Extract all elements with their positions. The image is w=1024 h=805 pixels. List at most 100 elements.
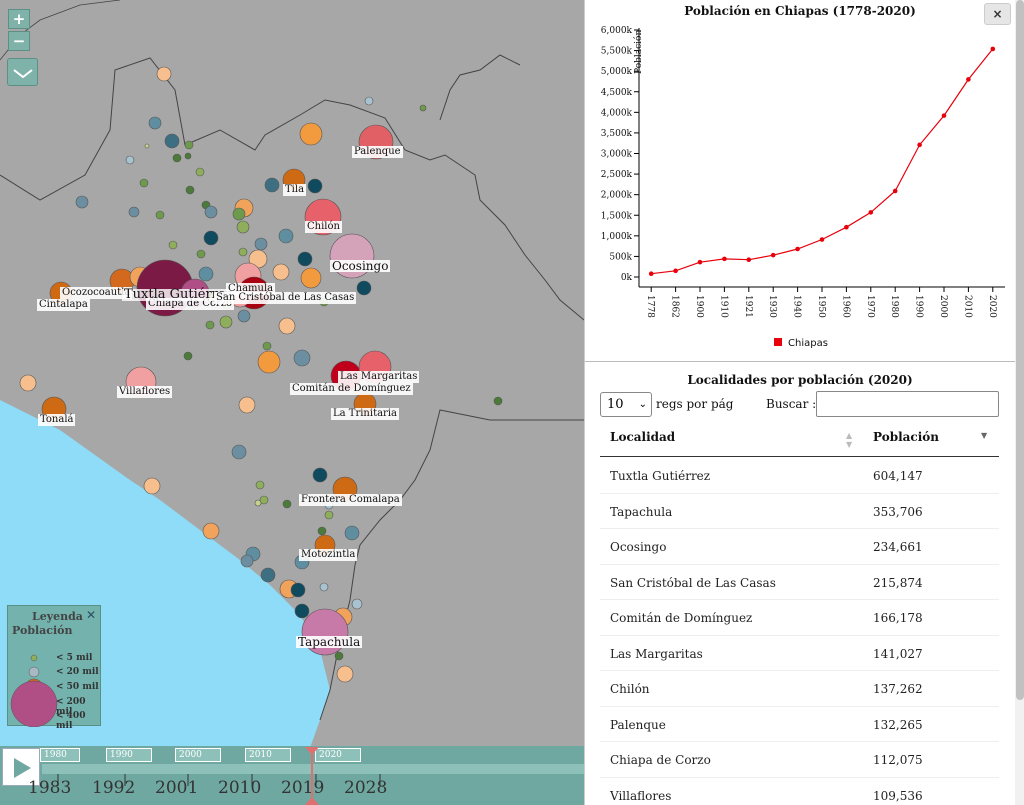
locality-marker[interactable] <box>231 444 247 460</box>
locality-marker[interactable] <box>183 351 193 361</box>
timeline-year: 1983 <box>28 778 72 798</box>
timeline-decade[interactable]: 2010 <box>245 748 291 762</box>
table-row[interactable]: Comitán de Domínguez 166,178 <box>600 600 999 636</box>
locality-marker[interactable] <box>272 263 290 281</box>
locality-marker[interactable] <box>202 522 220 540</box>
locality-marker[interactable] <box>172 153 182 163</box>
table-row[interactable]: Chilón 137,262 <box>600 671 999 707</box>
locality-marker[interactable] <box>419 104 427 112</box>
locality-marker[interactable] <box>290 582 306 598</box>
locality-marker[interactable] <box>184 140 194 150</box>
locality-marker[interactable] <box>128 206 140 218</box>
layers-toggle-button[interactable] <box>7 58 38 86</box>
locality-marker[interactable] <box>164 133 180 149</box>
locality-marker[interactable] <box>203 230 219 246</box>
locality-marker[interactable] <box>185 185 195 195</box>
locality-marker[interactable] <box>344 525 360 541</box>
timeline-decade[interactable]: 2020 <box>315 748 361 762</box>
map-view[interactable]: + − Palenque Tila Chilón Ocosingo Ocozoc… <box>0 0 584 805</box>
header-localidad[interactable]: Localidad <box>610 430 676 444</box>
locality-marker[interactable] <box>148 116 162 130</box>
locality-marker[interactable] <box>232 207 246 221</box>
locality-marker[interactable] <box>278 228 294 244</box>
locality-marker[interactable] <box>19 374 37 392</box>
locality-marker[interactable] <box>205 320 215 330</box>
locality-marker[interactable] <box>144 143 150 149</box>
locality-marker[interactable] <box>351 598 363 610</box>
locality-marker[interactable] <box>259 495 269 505</box>
locality-marker[interactable] <box>125 155 135 165</box>
sort-icon[interactable]: ▲ ▼ <box>846 431 853 449</box>
table-row[interactable]: Tuxtla Gutiérrez 604,147 <box>600 458 999 494</box>
locality-marker[interactable] <box>262 341 272 351</box>
table-row[interactable]: Las Margaritas 141,027 <box>600 636 999 671</box>
locality-marker[interactable] <box>278 317 296 335</box>
locality-marker[interactable] <box>255 480 265 490</box>
locality-marker[interactable] <box>264 177 280 193</box>
timeline-handle[interactable] <box>302 746 322 805</box>
locality-marker[interactable] <box>184 152 192 160</box>
locality-marker[interactable] <box>300 267 322 289</box>
play-button[interactable] <box>2 748 40 786</box>
locality-marker[interactable] <box>155 210 165 220</box>
locality-marker[interactable] <box>240 554 254 568</box>
zoom-in-button[interactable]: + <box>8 9 30 29</box>
zoom-out-button[interactable]: − <box>8 31 30 51</box>
timeline-decade[interactable]: 1980 <box>40 748 80 762</box>
timeline-decade[interactable]: 1990 <box>106 748 152 762</box>
locality-marker[interactable] <box>75 195 89 209</box>
locality-marker[interactable] <box>493 396 503 406</box>
locality-marker[interactable] <box>254 499 262 507</box>
locality-marker[interactable] <box>156 66 172 82</box>
locality-marker[interactable] <box>324 510 334 520</box>
locality-marker[interactable] <box>336 665 354 683</box>
locality-marker[interactable] <box>334 651 344 661</box>
timeline-ticks <box>57 774 381 786</box>
table-row[interactable]: Chiapa de Corzo 112,075 <box>600 742 999 778</box>
locality-marker[interactable] <box>238 396 256 414</box>
locality-marker[interactable] <box>297 251 313 267</box>
locality-marker[interactable] <box>356 280 372 296</box>
locality-marker[interactable] <box>143 477 161 495</box>
locality-marker[interactable] <box>312 467 328 483</box>
table-row[interactable]: Tapachula 353,706 <box>600 494 999 529</box>
locality-marker[interactable] <box>196 249 206 259</box>
locality-marker[interactable] <box>317 526 327 536</box>
locality-marker[interactable] <box>204 205 218 219</box>
locality-marker[interactable] <box>168 240 178 250</box>
locality-marker[interactable] <box>195 167 205 177</box>
timeline-decade[interactable]: 2000 <box>175 748 221 762</box>
data-point <box>697 259 703 265</box>
city-label: Ocozocoautla <box>60 287 133 299</box>
header-poblacion[interactable]: Población <box>873 430 940 444</box>
panel-scrollbar[interactable] <box>1015 0 1024 805</box>
locality-marker[interactable] <box>260 567 276 583</box>
cell-localidad: Las Margaritas <box>610 646 703 661</box>
legend-close-icon[interactable]: ✕ <box>86 608 97 622</box>
locality-marker[interactable] <box>299 122 323 146</box>
locality-marker[interactable] <box>294 603 310 619</box>
locality-marker[interactable] <box>139 178 149 188</box>
rows-per-page-select[interactable]: 10 ⌄ <box>600 392 652 417</box>
sort-desc-icon[interactable]: ▼ <box>981 431 988 440</box>
locality-marker[interactable] <box>293 349 311 367</box>
locality-marker[interactable] <box>254 237 268 251</box>
close-chart-button[interactable]: × <box>984 3 1011 25</box>
locality-marker[interactable] <box>282 499 292 509</box>
locality-marker[interactable] <box>257 350 281 374</box>
locality-marker[interactable] <box>237 309 251 323</box>
table-row[interactable]: Villaflores 109,536 <box>600 778 999 805</box>
locality-marker[interactable] <box>307 178 323 194</box>
locality-marker[interactable] <box>319 582 329 592</box>
table-row[interactable]: Palenque 132,265 <box>600 707 999 742</box>
search-input[interactable] <box>816 391 999 417</box>
locality-marker[interactable] <box>238 247 248 257</box>
table-row[interactable]: San Cristóbal de Las Casas 215,874 <box>600 565 999 600</box>
table-row[interactable]: Ocosingo 234,661 <box>600 529 999 565</box>
locality-marker[interactable] <box>236 220 250 234</box>
timeline[interactable]: 1980 1990 2000 2010 2020 1983 1992 2001 … <box>0 746 584 805</box>
scrollbar-thumb[interactable] <box>1016 0 1024 700</box>
locality-marker[interactable] <box>364 96 374 106</box>
locality-marker[interactable] <box>198 266 214 282</box>
locality-marker[interactable] <box>219 315 233 329</box>
